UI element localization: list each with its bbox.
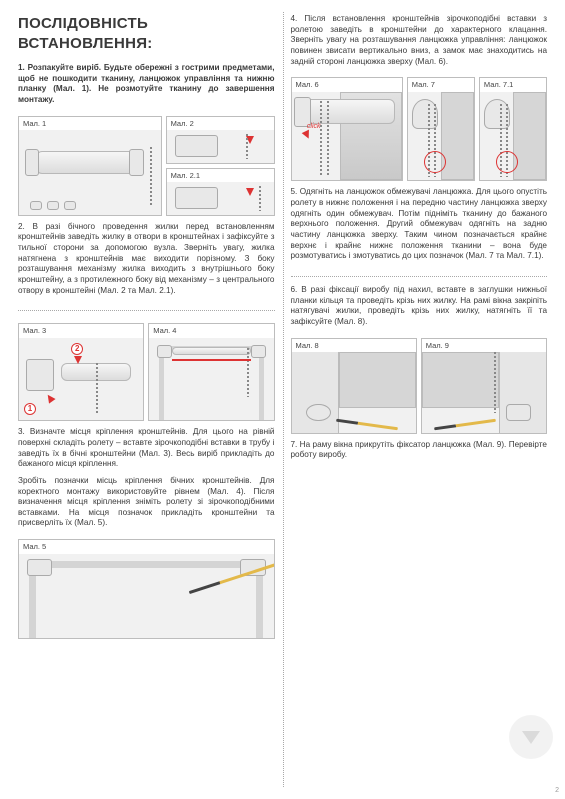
fig-9: Мал. 9 [421, 338, 547, 434]
horizontal-divider [291, 276, 548, 277]
figrow-4: Мал. 6 click Мал. 7 [291, 77, 548, 181]
fig-21: Мал. 2.1 [166, 168, 275, 216]
fig-6: Мал. 6 click [291, 77, 403, 181]
fig-3: Мал. 3 2 1 [18, 323, 144, 421]
right-column: 4. Після встановлення кронштейнів зірочк… [283, 14, 556, 789]
fig-art [480, 92, 546, 180]
step-number: 2 [71, 343, 83, 355]
fig-art [19, 130, 161, 214]
fig-7: Мал. 7 [407, 77, 475, 181]
horizontal-divider [18, 310, 275, 311]
para-1: 1. Розпакуйте виріб. Будьте обережні з г… [18, 63, 275, 106]
page-number: 2 [555, 786, 559, 795]
fig-8: Мал. 8 [291, 338, 417, 434]
para-2: 2. В разі бічного проведення жилки перед… [18, 222, 275, 297]
fig-art: 2 1 [19, 338, 143, 420]
fig-2: Мал. 2 [166, 116, 275, 164]
fig-4: Мал. 4 [148, 323, 274, 421]
para-5: 5. Одягніть на ланцюжок обмежувачі ланцю… [291, 187, 548, 262]
figrow-5: Мал. 8 Мал. 9 [291, 338, 548, 434]
fig-caption: Мал. 5 [19, 540, 274, 554]
fig-art [408, 92, 474, 180]
left-column: Послідовність встановлення: 1. Розпакуйт… [10, 14, 283, 789]
fig-5: Мал. 5 [18, 539, 275, 639]
para-6: 6. В разі фіксації виробу під нахил, вст… [291, 285, 548, 328]
figrow-2: Мал. 3 2 1 Мал. 4 [18, 323, 275, 421]
para-4: 4. Після встановлення кронштейнів зірочк… [291, 14, 548, 67]
screwdriver-icon [336, 419, 398, 431]
fig-art: click [292, 92, 402, 180]
fig-1: Мал. 1 [18, 116, 162, 216]
fig-caption: Мал. 4 [149, 324, 273, 338]
fig-caption: Мал. 2 [167, 117, 274, 131]
para-3a: 3. Визначте місця кріплення кронштейнів.… [18, 427, 275, 470]
para-7: 7. На раму вікна прикрутіть фіксатор лан… [291, 440, 548, 461]
fig-art [167, 130, 274, 162]
figrow-3: Мал. 5 [18, 539, 275, 639]
vertical-divider [283, 12, 284, 787]
screwdriver-icon [434, 419, 496, 431]
page-title: Послідовність встановлення: [18, 14, 275, 53]
fig-caption: Мал. 8 [292, 339, 416, 353]
fig-art [167, 182, 274, 214]
fig-caption: Мал. 7.1 [480, 78, 546, 92]
fig-caption: Мал. 7 [408, 78, 474, 92]
fig-caption: Мал. 9 [422, 339, 546, 353]
figrow-1: Мал. 1 Мал. 2 [18, 116, 275, 216]
click-annotation: click [307, 122, 321, 131]
step-number: 1 [24, 403, 36, 415]
fig-caption: Мал. 2.1 [167, 169, 274, 183]
fig-caption: Мал. 1 [19, 117, 161, 131]
fig-art [422, 352, 546, 432]
watermark-icon [509, 715, 553, 759]
fig-art [149, 338, 273, 420]
fig-caption: Мал. 3 [19, 324, 143, 338]
fig-art [292, 352, 416, 432]
para-3b: Зробіть позначки місць кріплення бічних … [18, 476, 275, 529]
fig-caption: Мал. 6 [292, 78, 402, 92]
fig-art [19, 554, 274, 638]
fig-71: Мал. 7.1 [479, 77, 547, 181]
